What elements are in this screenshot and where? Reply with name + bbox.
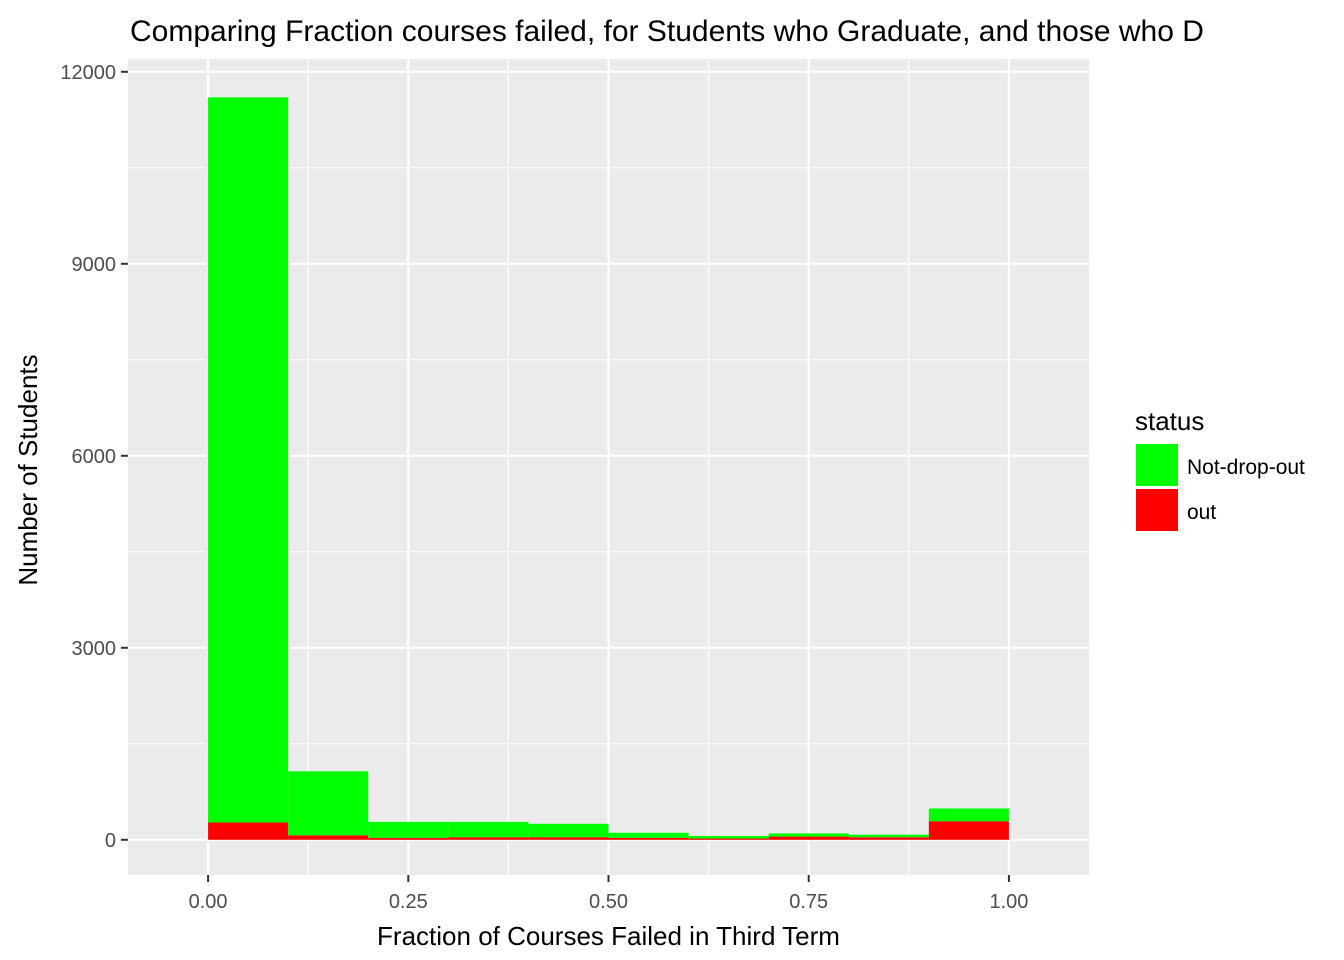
bar-not-drop-out — [848, 834, 929, 838]
bar-out — [688, 838, 769, 840]
bar-out — [368, 837, 449, 840]
bar-out — [768, 836, 849, 840]
x-tick-label: 0.00 — [189, 891, 228, 913]
legend-items: Not-drop-out out — [1136, 444, 1305, 531]
bar-not-drop-out — [608, 832, 689, 838]
bar-out — [528, 837, 609, 840]
bar-not-drop-out — [928, 808, 1009, 822]
legend-swatch — [1136, 444, 1178, 486]
bar-not-drop-out — [208, 97, 289, 823]
y-tick-label: 9000 — [72, 254, 117, 276]
y-tick-label: 6000 — [72, 446, 117, 468]
y-tick-label: 0 — [105, 830, 116, 852]
chart-title: Comparing Fraction courses failed, for S… — [130, 15, 1204, 48]
legend-title: status — [1135, 406, 1204, 436]
legend-swatch — [1136, 489, 1178, 531]
bar-not-drop-out — [448, 821, 529, 838]
y-tick-label: 3000 — [72, 638, 117, 660]
y-tick-label: 12000 — [60, 62, 116, 84]
y-axis-label: Number of Students — [13, 354, 43, 585]
x-tick-label: 1.00 — [989, 891, 1028, 913]
histogram-bars — [208, 97, 1009, 840]
bar-not-drop-out — [688, 835, 769, 839]
x-tick-label: 0.75 — [789, 891, 828, 913]
bar-not-drop-out — [528, 823, 609, 838]
bar-out — [208, 822, 289, 840]
bar-not-drop-out — [288, 771, 369, 836]
bar-out — [608, 837, 689, 840]
x-axis-label: Fraction of Courses Failed in Third Term — [377, 921, 840, 951]
bar-out — [448, 837, 529, 840]
legend: status Not-drop-out out — [1135, 406, 1305, 531]
legend-label: out — [1187, 501, 1216, 524]
legend-label: Not-drop-out — [1187, 456, 1305, 479]
bar-out — [288, 835, 369, 840]
bar-not-drop-out — [768, 833, 849, 837]
bar-out — [928, 821, 1009, 840]
bar-not-drop-out — [368, 821, 449, 838]
bar-out — [848, 837, 929, 840]
x-tick-label: 0.50 — [589, 891, 628, 913]
x-tick-label: 0.25 — [389, 891, 428, 913]
axes: 0 3000 6000 9000 12000 0.00 0.25 0.50 0.75 1.00 — [60, 62, 1028, 913]
